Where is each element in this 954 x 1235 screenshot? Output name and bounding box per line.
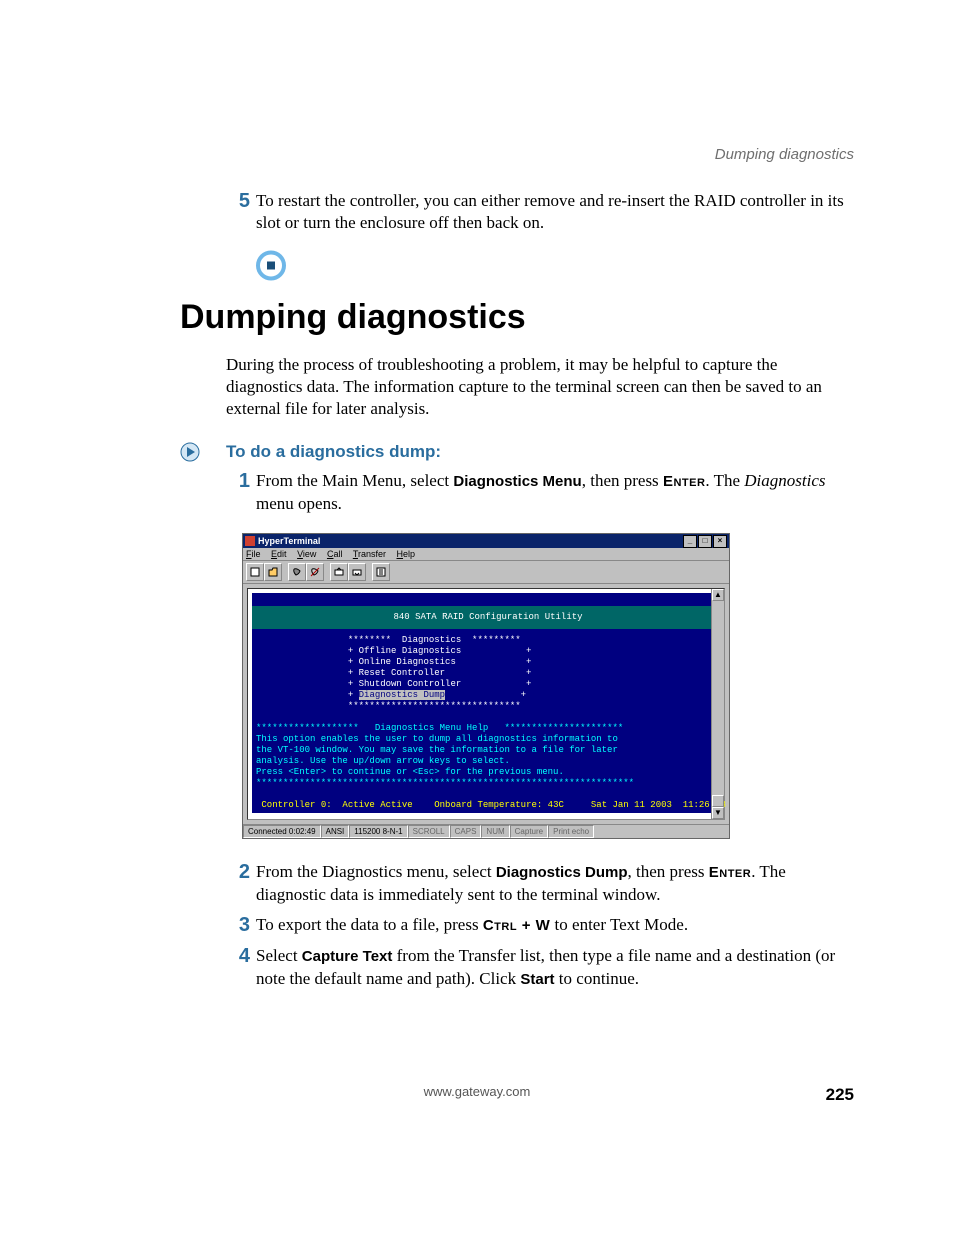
status-temperature: Onboard Temperature: 43C (434, 800, 564, 810)
menu-call[interactable]: Call (327, 549, 343, 559)
step-3: 3 To export the data to a file, press Ct… (226, 914, 854, 937)
page-number: 225 (826, 1085, 854, 1105)
text: menu opens. (256, 494, 342, 513)
procedure-marker-icon (180, 442, 200, 462)
key-combo: Ctrl + W (483, 917, 550, 934)
status-connected: Connected 0:02:49 (243, 825, 321, 838)
menu-transfer[interactable]: Transfer (353, 549, 386, 559)
button-name: Start (520, 971, 554, 988)
menu-item-shutdown[interactable]: + Shutdown Controller + (348, 679, 532, 689)
step-1: 1 From the Main Menu, select Diagnostics… (226, 470, 854, 515)
text: + (445, 690, 526, 700)
app-icon (245, 536, 255, 546)
text: To export the data to a file, press (256, 915, 483, 934)
terminal-viewport: 840 SATA RAID Configuration Utility ****… (247, 588, 725, 820)
text: to continue. (555, 969, 640, 988)
footer-url: www.gateway.com (0, 1084, 954, 1099)
step-2-text: From the Diagnostics menu, select Diagno… (256, 861, 854, 906)
help-line: This option enables the user to dump all… (256, 734, 618, 744)
text: , then press (582, 471, 663, 490)
section-heading: Dumping diagnostics (180, 298, 526, 337)
menu-item-offline[interactable]: + Offline Diagnostics + (348, 646, 532, 656)
toolbar (243, 561, 729, 584)
menu-item-dump-selected[interactable]: Diagnostics Dump (359, 690, 445, 700)
toolbar-new-icon[interactable] (246, 563, 264, 581)
text: + (348, 690, 359, 700)
text: From the Diagnostics menu, select (256, 862, 496, 881)
step-4-text: Select Capture Text from the Transfer li… (256, 945, 854, 991)
menu-view[interactable]: View (297, 549, 316, 559)
scroll-up-icon[interactable]: ▲ (712, 589, 724, 601)
status-capture: Capture (510, 825, 548, 838)
menu-bar: FFileile Edit View Call Transfer Help (243, 548, 729, 561)
hyperterminal-window: HyperTerminal _□× FFileile Edit View Cal… (242, 533, 730, 839)
help-line: the VT-100 window. You may save the info… (256, 745, 618, 755)
help-line: Press <Enter> to continue or <Esc> for t… (256, 767, 564, 777)
window-title: HyperTerminal (258, 536, 320, 546)
status-printecho: Print echo (548, 825, 594, 838)
step-2: 2 From the Diagnostics menu, select Diag… (226, 861, 854, 906)
status-datetime: Sat Jan 11 2003 11:26:53 (591, 800, 726, 810)
step-5-text: To restart the controller, you can eithe… (256, 190, 854, 234)
vt100-screen: 840 SATA RAID Configuration Utility ****… (252, 593, 724, 813)
step-2-number: 2 (226, 861, 250, 883)
scroll-thumb[interactable] (712, 795, 724, 807)
end-of-procedure-icon (256, 250, 286, 281)
text: to enter Text Mode. (550, 915, 688, 934)
status-baud: 115200 8-N-1 (349, 825, 407, 838)
status-scroll: SCROLL (408, 825, 450, 838)
menu-edit[interactable]: Edit (271, 549, 287, 559)
status-caps: CAPS (450, 825, 482, 838)
toolbar-open-icon[interactable] (264, 563, 282, 581)
toolbar-receive-icon[interactable] (348, 563, 366, 581)
step-1-number: 1 (226, 470, 250, 492)
help-border: ****************************************… (256, 778, 634, 788)
close-button[interactable]: × (713, 535, 727, 548)
key-name: Enter (663, 473, 705, 490)
step-1-text: From the Main Menu, select Diagnostics M… (256, 470, 854, 515)
step-4: 4 Select Capture Text from the Transfer … (226, 945, 854, 991)
menu-item-reset[interactable]: + Reset Controller + (348, 668, 532, 678)
menu-name: Diagnostics Menu (453, 473, 581, 490)
intro-paragraph: During the process of troubleshooting a … (226, 354, 854, 420)
status-controller: Controller 0: Active Active (261, 800, 412, 810)
toolbar-properties-icon[interactable] (372, 563, 390, 581)
scroll-down-icon[interactable]: ▼ (712, 807, 724, 819)
help-header: Diagnostics Menu Help (359, 723, 505, 733)
maximize-button[interactable]: □ (698, 535, 712, 548)
diag-menu-title: ******** Diagnostics ********* (348, 635, 521, 645)
key-name: Enter (709, 864, 751, 881)
text: Select (256, 946, 302, 965)
status-emulation: ANSI (321, 825, 350, 838)
procedure-subheading: To do a diagnostics dump: (226, 442, 441, 462)
utility-title-band: 840 SATA RAID Configuration Utility (252, 606, 724, 629)
menu-help[interactable]: Help (397, 549, 416, 559)
step-5: 5 To restart the controller, you can eit… (226, 190, 854, 234)
menu-item-online[interactable]: + Online Diagnostics + (348, 657, 532, 667)
text: . The (705, 471, 744, 490)
help-line: analysis. Use the up/down arrow keys to … (256, 756, 510, 766)
text: From the Main Menu, select (256, 471, 453, 490)
menu-file[interactable]: FFileile (246, 549, 261, 559)
step-3-number: 3 (226, 914, 250, 936)
help-border: ******************* (256, 723, 359, 733)
text: , then press (628, 862, 709, 881)
step-3-text: To export the data to a file, press Ctrl… (256, 914, 854, 937)
emphasis: Diagnostics (744, 471, 825, 490)
menu-name: Capture Text (302, 948, 393, 965)
toolbar-call-icon[interactable] (288, 563, 306, 581)
status-num: NUM (481, 825, 509, 838)
minimize-button[interactable]: _ (683, 535, 697, 548)
help-border: ********************** (504, 723, 623, 733)
window-titlebar: HyperTerminal _□× (243, 534, 729, 548)
running-header: Dumping diagnostics (715, 146, 854, 163)
status-bar: Connected 0:02:49 ANSI 115200 8-N-1 SCRO… (243, 824, 729, 838)
toolbar-disconnect-icon[interactable] (306, 563, 324, 581)
step-5-number: 5 (226, 190, 250, 212)
menu-border: ******************************** (348, 701, 521, 711)
vertical-scrollbar[interactable]: ▲ ▼ (711, 589, 724, 819)
menu-name: Diagnostics Dump (496, 864, 628, 881)
step-4-number: 4 (226, 945, 250, 967)
toolbar-send-icon[interactable] (330, 563, 348, 581)
